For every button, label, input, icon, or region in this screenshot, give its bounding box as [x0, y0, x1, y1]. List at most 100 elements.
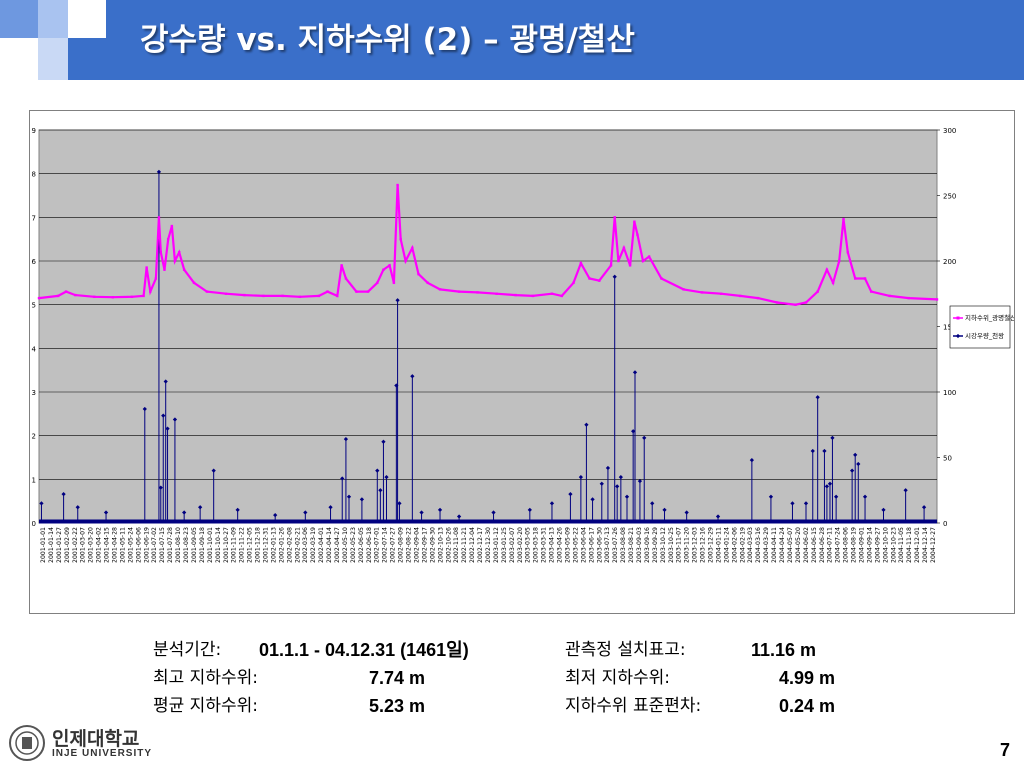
groundwater-point [166, 237, 170, 241]
x-tick-label: 2004-03-29 [763, 527, 770, 563]
rainfall-point [182, 510, 187, 515]
groundwater-point [159, 251, 162, 254]
rainfall-point [419, 510, 424, 515]
groundwater-point [495, 292, 498, 295]
x-tick-label: 2003-05-09 [564, 527, 571, 563]
groundwater-point [636, 233, 639, 236]
groundwater-point [243, 293, 246, 297]
rainfall-point [881, 507, 886, 513]
rainfall-point [815, 395, 820, 400]
groundwater-point [869, 290, 873, 293]
std-level-label: 지하수위 표준편차: [565, 696, 702, 716]
x-tick-label: 2003-04-26 [557, 527, 564, 563]
rainfall-point [599, 481, 604, 486]
x-tick-label: 2002-08-22 [406, 527, 413, 563]
rainfall-point [198, 505, 203, 510]
groundwater-point [457, 290, 461, 293]
x-tick-label: 2004-10-23 [890, 527, 897, 563]
x-tick-label: 2001-05-11 [119, 527, 126, 563]
groundwater-point [438, 288, 442, 291]
rainfall-point [903, 488, 908, 493]
x-tick-label: 2004-05-20 [795, 527, 802, 563]
groundwater-point [336, 294, 339, 298]
x-tick-label: 2001-08-23 [183, 527, 190, 563]
legend-label: 지하수위_광명철산 [965, 313, 1014, 322]
groundwater-point [842, 217, 845, 221]
y-right-tick-label: 250 [943, 193, 956, 201]
x-tick-label: 2002-10-13 [437, 527, 444, 563]
x-tick-label: 2002-07-27 [390, 527, 397, 563]
x-tick-label: 2002-02-08 [286, 527, 293, 563]
x-tick-label: 2002-09-04 [413, 527, 420, 563]
groundwater-point [317, 294, 321, 298]
groundwater-point [816, 290, 819, 293]
x-tick-label: 2001-02-22 [72, 527, 79, 563]
groundwater-point [298, 295, 301, 299]
x-tick-label: 2001-01-01 [40, 527, 47, 563]
rainfall-point [303, 510, 308, 515]
groundwater-point [376, 281, 379, 285]
y-left-tick-label: 6 [32, 258, 37, 266]
rainfall-point [397, 501, 402, 506]
rainfall-point [161, 413, 166, 418]
x-tick-label: 2001-02-09 [64, 527, 71, 563]
university-logo: 인제대학교 INJE UNIVERSITY [6, 724, 186, 764]
y-left-tick-label: 3 [32, 389, 36, 397]
x-tick-label: 2003-01-25 [501, 527, 508, 563]
groundwater-point [700, 291, 704, 294]
groundwater-point [831, 281, 835, 285]
rainfall-point [803, 501, 809, 506]
x-tick-label: 2001-10-14 [215, 527, 222, 563]
rainfall-point [584, 422, 589, 427]
groundwater-point [794, 303, 797, 306]
rainfall-point [568, 492, 573, 497]
groundwater-point [888, 294, 891, 298]
x-tick-label: 2004-12-14 [922, 527, 929, 563]
x-tick-label: 2003-03-31 [541, 527, 548, 563]
y-left-tick-label: 0 [32, 520, 36, 528]
groundwater-point [382, 268, 385, 271]
rainfall-point [527, 507, 532, 513]
y-left-tick-label: 2 [32, 433, 36, 441]
groundwater-point [404, 259, 407, 263]
groundwater-point [182, 268, 186, 271]
groundwater-point [37, 296, 41, 300]
groundwater-point [355, 290, 358, 293]
x-tick-label: 2002-07-01 [374, 527, 381, 563]
groundwater-point [628, 264, 632, 267]
period-label: 분석기간: [153, 640, 222, 660]
rainfall-point [632, 370, 638, 375]
rainfall-point [715, 514, 721, 519]
groundwater-point [178, 251, 181, 254]
rainfall-point [618, 475, 623, 480]
rainfall-point [375, 468, 380, 473]
x-tick-label: 2001-05-24 [127, 527, 134, 563]
x-tick-label: 2003-04-13 [549, 527, 556, 563]
rainfall-point [491, 510, 496, 515]
groundwater-point [598, 279, 601, 282]
groundwater-point [173, 259, 177, 263]
x-tick-label: 2004-01-11 [715, 527, 722, 563]
groundwater-point [838, 259, 841, 263]
x-tick-label: 2003-10-25 [668, 527, 675, 563]
x-tick-label: 2004-11-18 [906, 527, 913, 563]
rainfall-point [642, 435, 647, 440]
x-tick-label: 2004-02-19 [739, 527, 746, 563]
mean-level-value: 5.23 m [369, 696, 426, 716]
x-tick-label: 2004-12-01 [914, 527, 921, 563]
x-tick-label: 2003-08-08 [620, 527, 627, 563]
rainfall-point [790, 501, 795, 506]
x-tick-label: 2001-04-28 [111, 527, 118, 563]
y-right-tick-label: 300 [943, 127, 956, 135]
groundwater-point [64, 290, 68, 293]
x-tick-label: 2004-09-01 [859, 527, 866, 563]
groundwater-point [262, 294, 265, 298]
y-left-tick-label: 4 [32, 345, 37, 353]
x-tick-label: 2004-12-27 [930, 527, 937, 563]
groundwater-point [846, 251, 850, 254]
max-level-label: 최고 지하수위: [153, 668, 258, 688]
groundwater-point [145, 266, 148, 269]
x-tick-label: 2003-01-12 [493, 527, 500, 563]
x-tick-label: 2004-06-02 [803, 527, 810, 563]
x-tick-label: 2003-02-07 [509, 527, 516, 563]
